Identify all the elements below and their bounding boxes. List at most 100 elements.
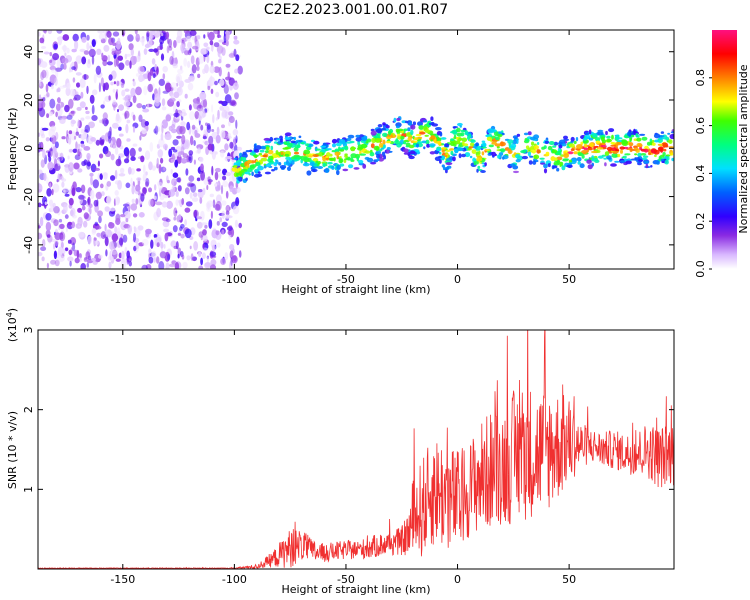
- spectrogram-noise-cell: [86, 42, 90, 51]
- spectrogram-signal-cell: [589, 142, 594, 147]
- spectrogram-noise-cell: [135, 242, 140, 249]
- spectrogram-noise-cell: [38, 58, 42, 66]
- spectrogram-signal-cell: [671, 157, 674, 162]
- spectrogram-noise-cell: [172, 172, 179, 178]
- spectrogram-noise-cell: [100, 77, 104, 87]
- spectrogram-noise-cell: [184, 219, 188, 226]
- spectrogram-noise-cell: [228, 53, 236, 58]
- spectrogram-noise-cell: [49, 148, 53, 152]
- spectrogram-signal-cell: [315, 148, 321, 151]
- spectrogram-signal-cell: [525, 139, 530, 142]
- spectrogram-noise-cell: [180, 115, 184, 121]
- spectrogram-signal-cell: [382, 122, 386, 126]
- spectrogram-noise-cell: [109, 250, 112, 261]
- spectrogram-noise-cell: [115, 113, 120, 122]
- spectrogram-signal-cell: [258, 165, 262, 168]
- spectrogram-noise-cell: [114, 146, 119, 155]
- spectrogram-noise-cell: [118, 237, 124, 246]
- spectrogram-noise-cell: [174, 262, 180, 269]
- spectrogram-signal-cell: [660, 131, 665, 134]
- spectrogram-noise-cell: [77, 207, 83, 213]
- spectrogram-noise-cell: [158, 138, 165, 148]
- spectrogram-noise-cell: [41, 101, 46, 108]
- spectrogram-noise-cell: [208, 181, 212, 185]
- spectrogram-noise-cell: [192, 45, 199, 50]
- spectrogram-noise-cell: [211, 244, 216, 252]
- spectrogram-signal-cell: [237, 177, 242, 181]
- spectrogram-signal-cell: [287, 166, 291, 171]
- spectrogram-signal-cell: [345, 141, 353, 144]
- spectrogram-noise-cell: [165, 31, 170, 39]
- spectrogram-signal-cell: [338, 159, 343, 164]
- spectrogram-noise-cell: [168, 97, 176, 103]
- spectrogram-signal-cell: [445, 168, 448, 174]
- spectrogram-noise-cell: [91, 228, 97, 234]
- spectrogram-noise-cell: [95, 139, 101, 146]
- spectrogram-signal-cell: [313, 140, 320, 145]
- spectrogram-noise-cell: [168, 263, 176, 268]
- spectrogram-noise-cell: [64, 214, 69, 219]
- spectrogram-noise-cell: [209, 193, 214, 198]
- spectrogram-noise-cell: [173, 216, 177, 221]
- spectrogram-noise-cell: [77, 143, 80, 149]
- spectrogram-noise-cell: [141, 38, 145, 47]
- spectrogram-noise-cell: [79, 78, 86, 88]
- spectrogram-signal-cell: [291, 160, 295, 165]
- spectrogram-signal-cell: [658, 137, 664, 140]
- spectrogram-noise-cell: [127, 166, 132, 175]
- spectrogram-noise-cell: [53, 250, 58, 260]
- spectrogram-signal-cell: [457, 122, 463, 127]
- spectrogram-noise-cell: [172, 149, 178, 153]
- spectrogram-noise-cell: [228, 120, 231, 127]
- spectrogram-noise-cell: [200, 210, 205, 221]
- spectrogram-noise-cell: [40, 61, 48, 68]
- spectrogram-noise-cell: [40, 246, 47, 251]
- spectrogram-noise-cell: [96, 232, 101, 237]
- spectrogram-noise-cell: [202, 234, 208, 242]
- spectrogram-noise-cell: [41, 127, 49, 131]
- spectrogram-signal-cell: [531, 141, 535, 146]
- spectrogram-noise-cell: [108, 95, 111, 101]
- spectrogram-signal-cell: [478, 150, 481, 155]
- spectrogram-noise-cell: [161, 119, 168, 129]
- spectrogram-noise-cell: [157, 45, 164, 51]
- colorbar-tick-label: 0.8: [694, 69, 707, 87]
- spectrogram-noise-cell: [49, 65, 56, 71]
- spectrogram-signal-cell: [527, 131, 532, 136]
- spectrogram-noise-cell: [177, 185, 182, 192]
- spectrogram-signal-cell: [269, 136, 274, 142]
- spectrogram-noise-cell: [90, 189, 95, 200]
- spectrogram-signal-cell: [611, 134, 614, 140]
- spectrogram-noise-cell: [143, 48, 148, 55]
- spectrogram-noise-cell: [71, 110, 76, 115]
- spectrogram-noise-cell: [235, 54, 240, 62]
- spectrogram-noise-cell: [201, 112, 207, 118]
- spectrogram-plot-area: [38, 30, 674, 269]
- spectrogram-noise-cell: [232, 82, 239, 90]
- spectrogram-noise-cell: [225, 63, 231, 68]
- spectrogram-noise-cell: [204, 224, 208, 229]
- spectrogram-signal-cell: [560, 154, 564, 157]
- spectrogram-noise-cell: [72, 33, 79, 42]
- spectrogram-noise-cell: [112, 42, 117, 46]
- spectrogram-noise-cell: [180, 158, 188, 164]
- spectrogram-noise-cell: [201, 247, 209, 251]
- spectrogram-noise-cell: [204, 63, 209, 74]
- spectrogram-signal-cell: [526, 147, 534, 151]
- spectrogram-signal-cell: [381, 128, 387, 131]
- spectrogram-noise-cell: [221, 47, 226, 56]
- spectrogram-noise-cell: [215, 91, 220, 98]
- spectrogram-noise-cell: [158, 181, 163, 191]
- spectrogram-noise-cell: [93, 74, 97, 84]
- spectrogram-signal-cell: [464, 152, 471, 158]
- spectrogram-signal-cell: [665, 136, 670, 141]
- spectrogram-signal-cell: [457, 147, 464, 152]
- spectrogram-signal-cell: [425, 139, 430, 145]
- y-tick-label: 2: [22, 406, 35, 413]
- spectrogram-noise-cell: [189, 192, 193, 199]
- spectrogram-signal-cell: [570, 140, 574, 143]
- spectrogram-noise-cell: [93, 237, 97, 241]
- spectrogram-signal-cell: [376, 158, 380, 162]
- spectrogram-noise-cell: [64, 104, 70, 113]
- spectrogram-noise-cell: [210, 259, 217, 266]
